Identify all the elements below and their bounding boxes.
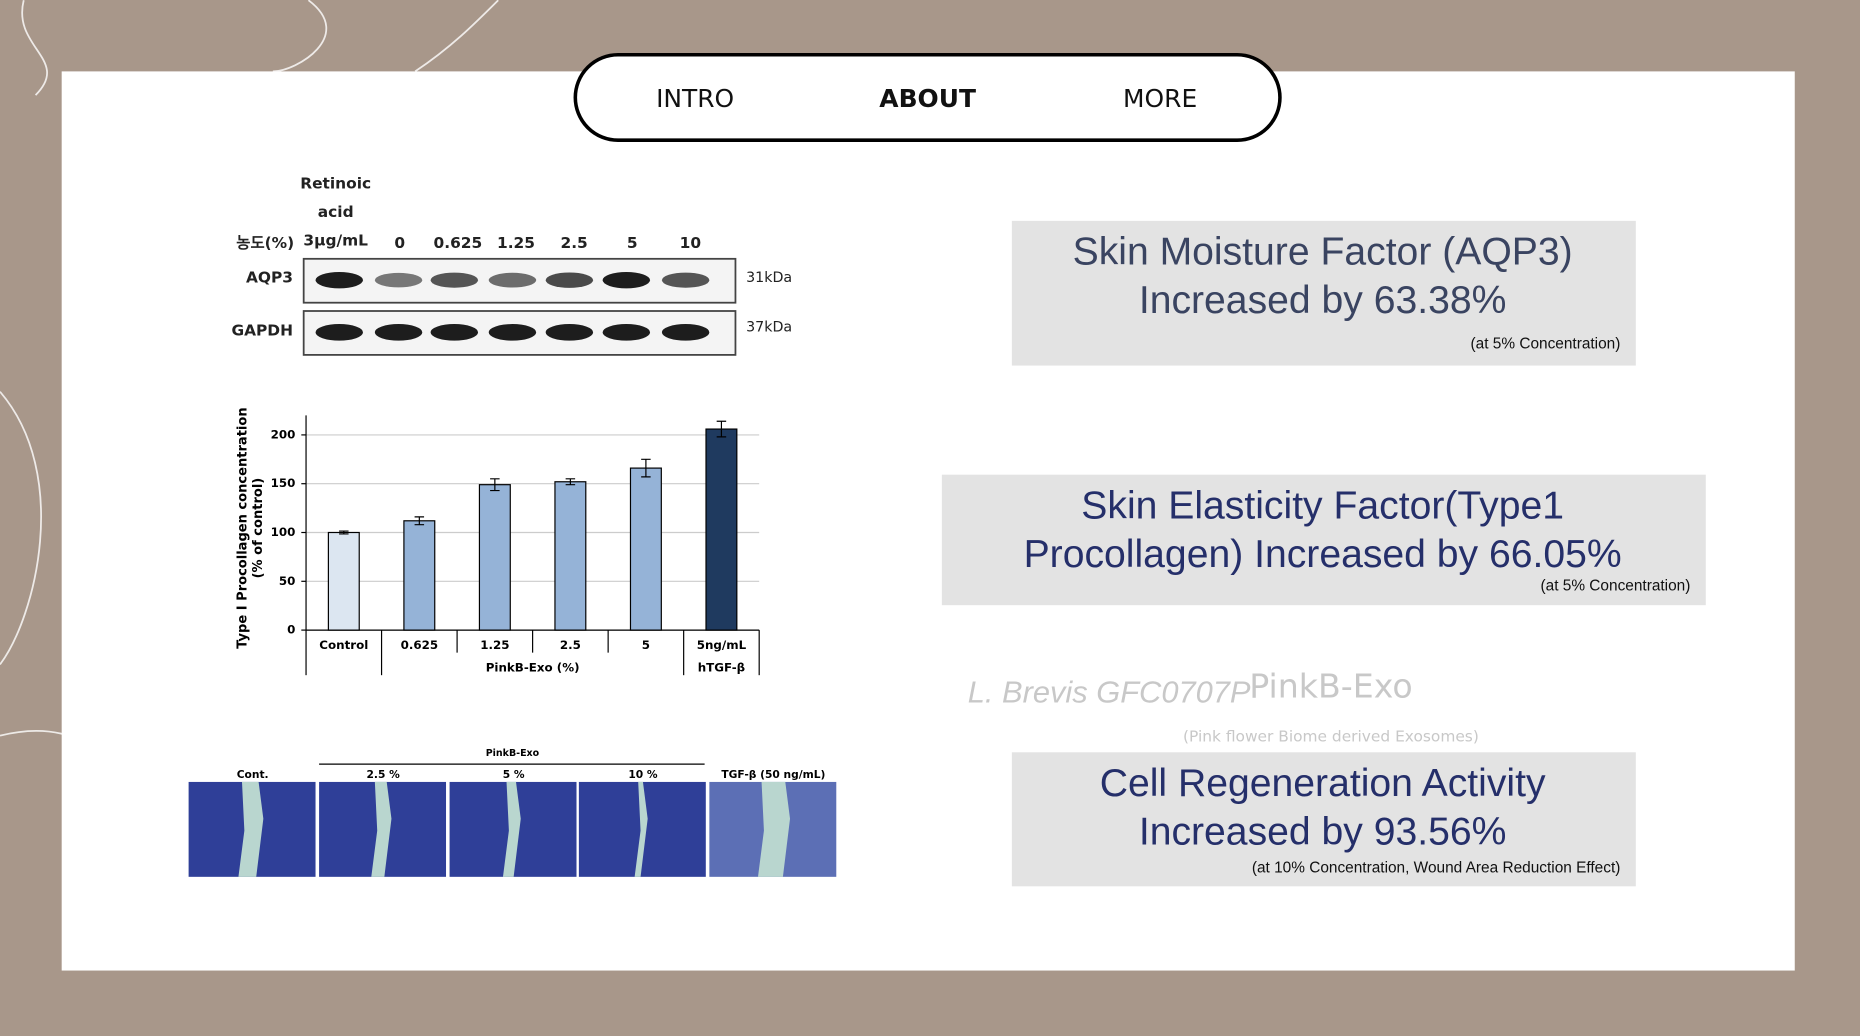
- stat-box: [1011, 752, 1636, 887]
- x-tick-label: Control: [319, 638, 368, 652]
- x-tick-label: 1.25: [480, 638, 509, 652]
- bar: [705, 428, 738, 631]
- x-tick-label: 5ng/mL: [697, 638, 747, 652]
- blot-band: [374, 324, 423, 341]
- nav-item[interactable]: MORE: [1123, 84, 1197, 113]
- blot-band: [315, 324, 363, 341]
- error-bar: [339, 530, 349, 535]
- wound-gap: [634, 781, 648, 877]
- error-bar: [490, 478, 500, 492]
- stat-text: Increased by 93.56%: [1139, 810, 1507, 853]
- blot-band: [374, 272, 423, 288]
- y-axis-label: (% of control): [251, 478, 266, 579]
- wound-label: 5 %: [503, 768, 525, 781]
- stat-text: Cell Regeneration Activity: [1100, 762, 1546, 805]
- stat-box: [941, 474, 1706, 606]
- stat-note: (at 5% Concentration): [1471, 335, 1621, 352]
- blot-band: [661, 324, 710, 341]
- blot-header: 3μg/mL: [303, 232, 368, 250]
- wound-gap: [502, 781, 521, 877]
- wound-group-label: PinkB-Exo: [486, 748, 540, 759]
- error-bar: [716, 420, 727, 438]
- watermark-note: (Pink flower Biome derived Exosomes): [1183, 727, 1479, 745]
- bar: [403, 520, 436, 631]
- blot-band: [545, 324, 594, 341]
- blot-header: 1.25: [497, 234, 535, 252]
- stat-note: (at 5% Concentration): [1541, 577, 1691, 594]
- blot-band: [661, 272, 710, 288]
- watermark-strain: L. Brevis GFC0707P: [968, 674, 1251, 709]
- error-bar: [641, 458, 651, 478]
- nav-item[interactable]: INTRO: [656, 84, 734, 113]
- blot-size: 37kDa: [746, 320, 792, 336]
- wound-gap: [371, 781, 392, 877]
- y-tick-label: 50: [279, 574, 296, 588]
- bar: [327, 531, 360, 631]
- stat-text: Skin Elasticity Factor(Type1: [1081, 484, 1564, 527]
- y-tick-label: 0: [287, 623, 295, 637]
- stat-text: Increased by 63.38%: [1139, 279, 1507, 322]
- x-group-label: hTGF-β: [698, 661, 745, 675]
- stat-text: Skin Moisture Factor (AQP3): [1073, 230, 1573, 273]
- blot-band: [430, 324, 479, 341]
- nav-bar: [573, 53, 1282, 142]
- blot-row-label: AQP3: [246, 268, 293, 286]
- blot-row-label: GAPDH: [231, 322, 293, 340]
- y-tick-label: 150: [271, 476, 296, 490]
- error-bar: [414, 516, 425, 526]
- wound-label: 2.5 %: [367, 768, 401, 781]
- wound-label: Cont.: [237, 768, 269, 781]
- y-tick-label: 200: [271, 427, 296, 441]
- blot-band: [488, 324, 537, 341]
- wound-label: TGF-β (50 ng/mL): [721, 768, 825, 781]
- x-group-label: PinkB-Exo (%): [486, 661, 580, 675]
- bar: [478, 484, 511, 631]
- blot-band: [315, 271, 363, 289]
- nav-item[interactable]: ABOUT: [879, 84, 976, 113]
- blot-band: [602, 271, 651, 289]
- wound-gap: [757, 781, 791, 877]
- x-tick-label: 0.625: [401, 638, 439, 652]
- blot-band: [488, 272, 537, 288]
- blot-header: 농도(%): [236, 234, 294, 252]
- blot-band: [430, 272, 479, 288]
- blot-header: 0: [394, 234, 405, 252]
- stat-text: Procollagen) Increased by 66.05%: [1024, 533, 1622, 576]
- blot-header: 10: [680, 234, 701, 252]
- bar: [629, 467, 662, 631]
- blot-header: 2.5: [560, 234, 587, 252]
- error-bar: [565, 478, 576, 486]
- stat-box: [1011, 220, 1636, 366]
- blot-header: acid: [318, 203, 354, 221]
- blot-band: [545, 272, 594, 288]
- watermark-product: PinkB-Exo: [1249, 667, 1412, 706]
- x-tick-label: 2.5: [560, 638, 581, 652]
- bar: [554, 481, 587, 631]
- y-tick-label: 100: [271, 525, 296, 539]
- blot-band: [602, 324, 651, 341]
- blot-header: Retinoic: [300, 175, 371, 193]
- wound-gap: [238, 781, 264, 877]
- wound-label: 10 %: [628, 768, 658, 781]
- y-axis-label: Type I Procollagen concentration: [236, 407, 251, 648]
- x-tick-label: 5: [642, 638, 650, 652]
- blot-header: 5: [627, 234, 638, 252]
- blot-size: 31kDa: [746, 270, 792, 286]
- blot-header: 0.625: [434, 234, 483, 252]
- stat-note: (at 10% Concentration, Wound Area Reduct…: [1252, 860, 1621, 877]
